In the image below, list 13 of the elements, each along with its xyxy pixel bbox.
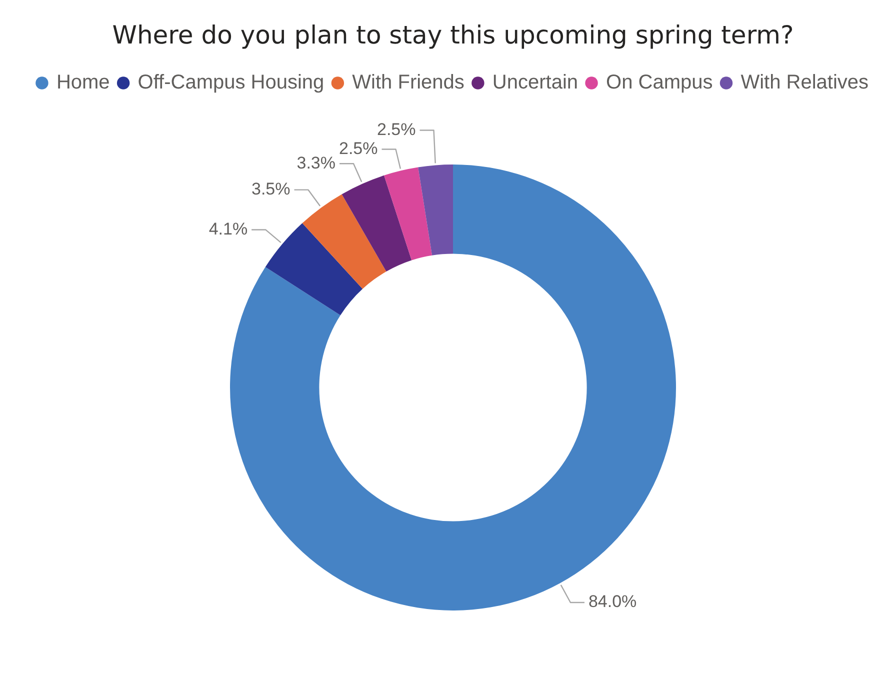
legend-label: Uncertain (492, 72, 578, 94)
data-label: 3.3% (296, 153, 336, 172)
legend-label: On Campus (606, 72, 713, 94)
legend-label: With Relatives (740, 72, 869, 94)
legend-label: With Friends (352, 72, 464, 94)
chart-title: Where do you plan to stay this upcoming spring term? (112, 20, 794, 50)
data-label: 2.5% (377, 120, 416, 139)
legend-label: Off-Campus Housing (138, 72, 324, 94)
data-label: 84.0% (588, 592, 637, 612)
legend-label: Home (56, 72, 110, 94)
data-label: 3.5% (251, 180, 290, 199)
data-label: 2.5% (339, 138, 378, 158)
data-label: 4.1% (208, 219, 248, 238)
